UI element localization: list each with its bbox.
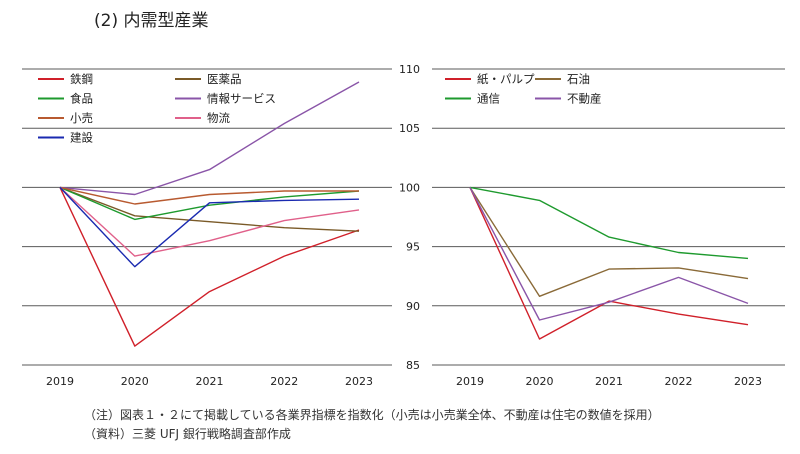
series-line-通信 [469, 186, 749, 260]
chart-title: (2) 内需型産業 [94, 11, 209, 31]
x-tick-label-2022: 2022 [665, 375, 693, 388]
x-tick-label-2021: 2021 [595, 375, 623, 388]
series-line-食品 [59, 186, 360, 221]
y-tick-label-100: 100 [399, 181, 420, 194]
series-line-医薬品 [59, 186, 360, 232]
legend-label-情報サービス: 情報サービス [207, 92, 276, 106]
x-tick-label-2019: 2019 [456, 375, 484, 388]
series-line-物流 [59, 186, 360, 257]
series-line-紙・パルプ [469, 187, 749, 340]
x-tick-label-2019: 2019 [46, 375, 74, 388]
legend-label-小売: 小売 [70, 111, 93, 125]
legend-label-紙・パルプ: 紙・パルプ [477, 72, 535, 86]
legend-label-不動産: 不動産 [567, 92, 602, 106]
x-tick-label-2020: 2020 [526, 375, 554, 388]
series-line-石油 [469, 187, 749, 297]
source-note: （資料）三菱 UFJ 銀行戦略調査部作成 [84, 427, 291, 441]
series-line-不動産 [469, 187, 749, 321]
series-line-情報サービス [59, 81, 360, 196]
legend-label-通信: 通信 [477, 92, 500, 106]
legend-label-鉄鋼: 鉄鋼 [70, 72, 93, 86]
y-tick-label-110: 110 [399, 63, 420, 76]
legend-label-石油: 石油 [567, 72, 590, 86]
series-line-鉄鋼 [59, 187, 360, 347]
x-tick-label-2020: 2020 [121, 375, 149, 388]
series-line-小売 [59, 186, 359, 205]
legend-label-建設: 建設 [70, 131, 93, 145]
series-line-建設 [59, 186, 360, 268]
footnote: （注）図表１・２にて掲載している各業界指標を指数化（小売は小売業全体、不動産は住… [84, 408, 660, 422]
legend-label-食品: 食品 [70, 92, 93, 106]
y-tick-label-95: 95 [406, 241, 420, 254]
x-tick-label-2022: 2022 [270, 375, 298, 388]
y-tick-label-90: 90 [406, 300, 420, 313]
x-tick-label-2021: 2021 [196, 375, 224, 388]
x-tick-label-2023: 2023 [734, 375, 762, 388]
legend-label-物流: 物流 [207, 111, 230, 125]
y-tick-label-85: 85 [406, 359, 420, 372]
x-tick-label-2023: 2023 [345, 375, 373, 388]
y-tick-label-105: 105 [399, 122, 420, 135]
legend-label-医薬品: 医薬品 [207, 72, 242, 86]
